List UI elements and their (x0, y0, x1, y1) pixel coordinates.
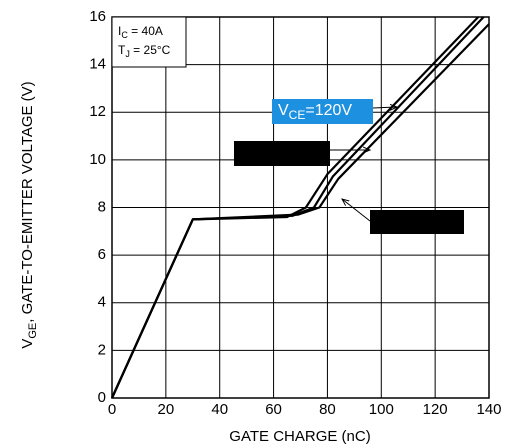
redaction (370, 210, 464, 234)
annotation-box (272, 99, 373, 124)
x-tick-label: 80 (319, 401, 336, 418)
x-axis-label: GATE CHARGE (nC) (229, 428, 370, 445)
x-tick-label: 0 (108, 401, 116, 418)
y-tick-label: 8 (98, 198, 106, 215)
y-tick-label: 6 (98, 246, 106, 263)
x-tick-label: 20 (158, 401, 175, 418)
x-tick-label: 120 (423, 401, 448, 418)
condition: IC = 40A (118, 24, 163, 40)
annotation: VCE=120V (278, 102, 352, 122)
arrow (342, 199, 371, 222)
x-tick-label: 60 (265, 401, 282, 418)
arrow (372, 107, 397, 108)
x-tick-label: 100 (369, 401, 394, 418)
y-tick-label: 0 (98, 389, 106, 406)
condition-box (111, 16, 187, 68)
x-tick-label: 140 (476, 401, 501, 418)
y-tick-label: 10 (89, 151, 106, 168)
condition: TJ = 25°C (118, 43, 171, 59)
redaction (234, 141, 330, 166)
y-tick-label: 16 (89, 8, 106, 25)
y-tick-label: 2 (98, 341, 106, 358)
y-tick-label: 4 (98, 294, 106, 311)
y-axis-label: VGE, GATE-TO-EMITTER VOLTAGE (V) (19, 81, 39, 348)
y-tick-label: 12 (89, 103, 106, 120)
x-tick-label: 40 (211, 401, 228, 418)
y-tick-label: 14 (89, 56, 106, 73)
